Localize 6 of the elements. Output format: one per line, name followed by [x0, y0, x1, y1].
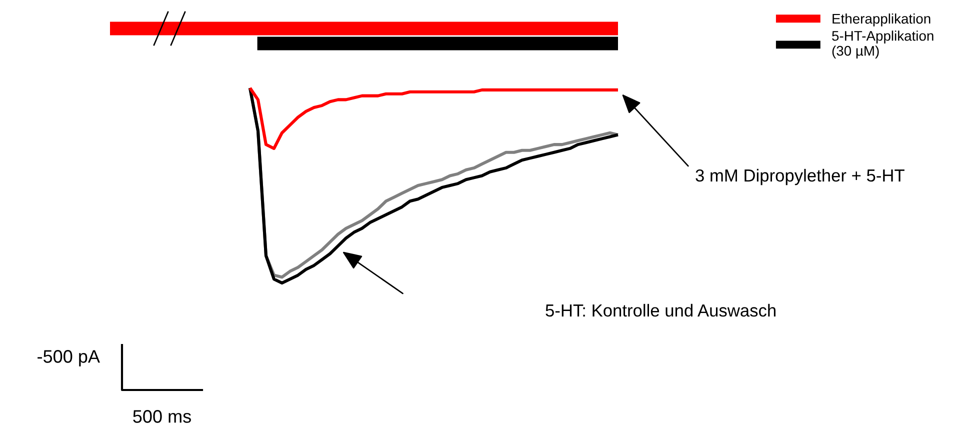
text: 500 ms: [133, 410, 191, 423]
text: 3 mM Dipropylether + 5-HT: [696, 168, 904, 186]
text: -500 pA: [38, 350, 100, 366]
text: 5-HT: Kontrolle und Auswasch: [546, 304, 776, 317]
legend-label: Etherapplikation: [832, 13, 930, 26]
legend-label: 5-HT-Applikation (30 µM): [832, 30, 934, 59]
